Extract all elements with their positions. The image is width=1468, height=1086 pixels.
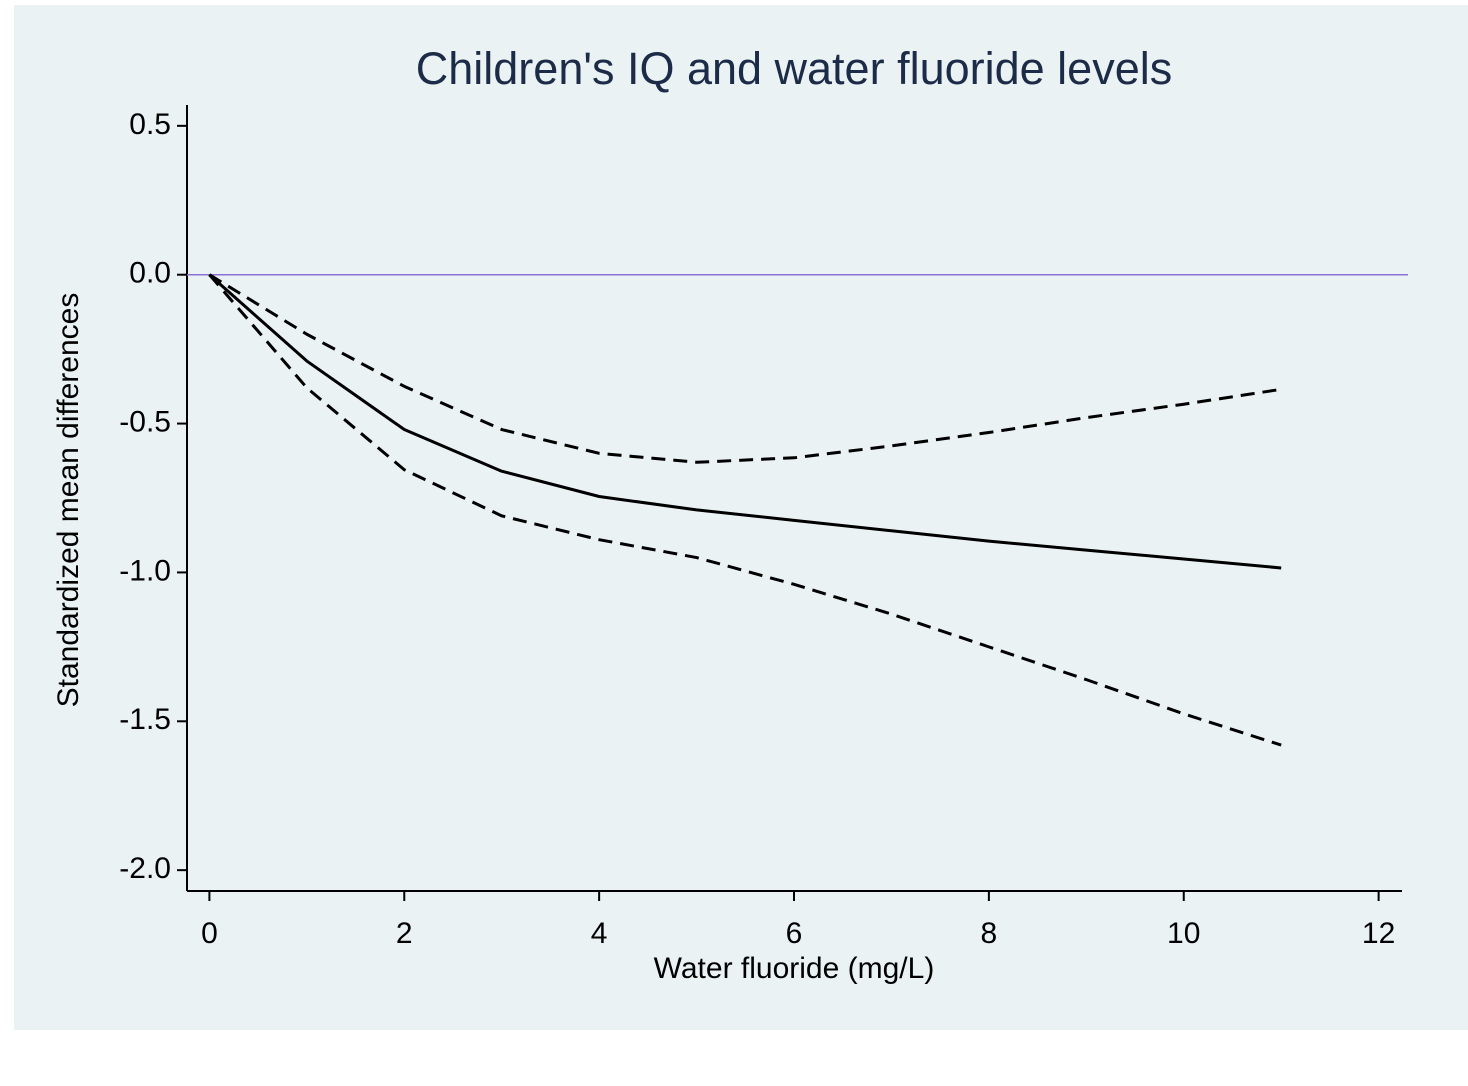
x-axis-label: Water fluoride (mg/L): [654, 952, 935, 985]
series-line: [208, 273, 1282, 747]
x-tick-label: 4: [591, 917, 608, 950]
y-tick-label: -2.0: [119, 852, 171, 885]
y-tick-label: -1.0: [119, 554, 171, 587]
background: [14, 5, 1468, 1030]
y-tick-label: -1.5: [119, 703, 171, 736]
x-tick-label: 8: [981, 917, 998, 950]
x-tick-label: 10: [1167, 917, 1200, 950]
y-tick-label: 0.0: [129, 257, 171, 290]
series-line: [208, 273, 1282, 464]
y-axis-label: Standardized mean differences: [52, 293, 85, 708]
series-line: [208, 273, 1282, 570]
y-tick-label: -0.5: [119, 405, 171, 438]
y-tick-label: 0.5: [129, 108, 171, 141]
chart-title: Children's IQ and water fluoride levels: [416, 43, 1172, 94]
x-tick-label: 6: [786, 917, 803, 950]
x-tick-label: 0: [201, 917, 218, 950]
x-tick-label: 12: [1362, 917, 1395, 950]
x-tick-label: 2: [396, 917, 413, 950]
